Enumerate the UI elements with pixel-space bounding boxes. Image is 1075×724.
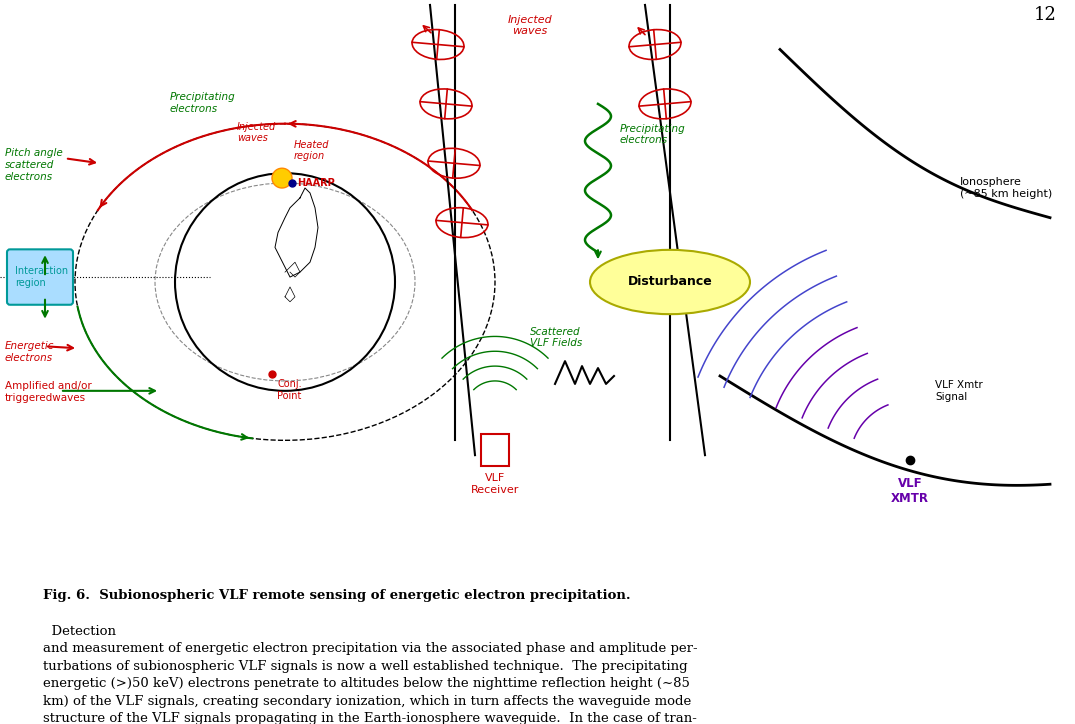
Text: VLF
XMTR: VLF XMTR	[891, 477, 929, 505]
Text: Heated
region: Heated region	[293, 140, 330, 161]
Text: Precipitating
electrons: Precipitating electrons	[620, 124, 686, 146]
Text: Injected
waves: Injected waves	[507, 15, 553, 36]
Bar	[481, 434, 508, 466]
Circle shape	[272, 168, 292, 188]
Text: 12: 12	[1033, 6, 1057, 24]
Text: Amplified and/or
triggeredwaves: Amplified and/or triggeredwaves	[5, 381, 91, 403]
Text: Detection
and measurement of energetic electron precipitation via the associated: Detection and measurement of energetic e…	[43, 625, 698, 724]
Text: Conj.
Point: Conj. Point	[277, 379, 302, 400]
Text: HAARP: HAARP	[297, 178, 334, 188]
Text: Scattered
VLF Fields: Scattered VLF Fields	[530, 327, 583, 348]
Ellipse shape	[590, 250, 750, 314]
Text: VLF
Receiver: VLF Receiver	[471, 473, 519, 494]
Text: Disturbance: Disturbance	[628, 276, 713, 288]
Text: VLF Xmtr
Signal: VLF Xmtr Signal	[935, 380, 983, 402]
Text: Ionosphere
(~85 km height): Ionosphere (~85 km height)	[960, 177, 1052, 199]
FancyBboxPatch shape	[8, 249, 73, 305]
Text: Precipitating
electrons: Precipitating electrons	[170, 92, 235, 114]
Text: Pitch angle
scattered
electrons: Pitch angle scattered electrons	[5, 148, 62, 182]
Text: Injected
waves: Injected waves	[236, 122, 276, 143]
Text: Interaction
region: Interaction region	[15, 266, 68, 288]
Text: Energetic
electrons: Energetic electrons	[5, 342, 55, 363]
Text: Fig. 6.  Subionospheric VLF remote sensing of energetic electron precipitation.: Fig. 6. Subionospheric VLF remote sensin…	[43, 589, 631, 602]
